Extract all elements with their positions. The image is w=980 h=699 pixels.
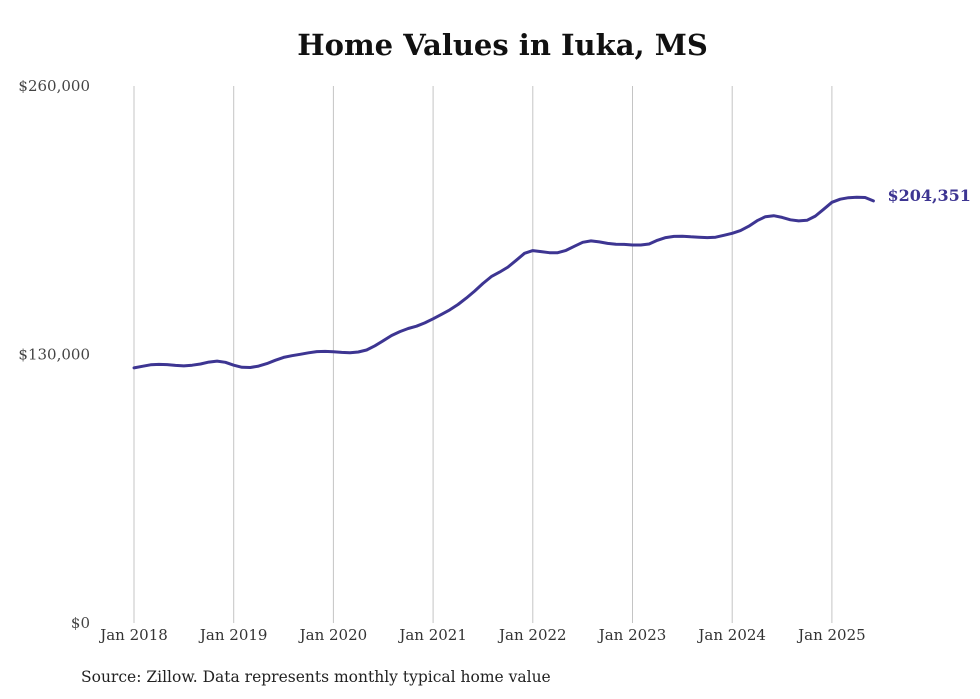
source-note: Source: Zillow. Data represents monthly … <box>81 668 551 686</box>
y-tick-label: $130,000 <box>18 346 90 364</box>
line-chart: $260,000$130,000$0 Jan 2018 Jan 2019 Jan 2… <box>18 77 971 644</box>
x-tick-label: Jan 2021 <box>397 626 467 644</box>
x-tick-label: Jan 2020 <box>298 626 368 644</box>
x-axis-ticks: Jan 2018 Jan 2019 Jan 2020 Jan 2021 Jan 2022… <box>98 626 865 644</box>
x-tick-label: Jan 2022 <box>497 626 567 644</box>
series-group <box>132 195 875 370</box>
x-tick-label: Jan 2023 <box>597 626 667 644</box>
y-tick-label: $260,000 <box>18 77 90 95</box>
y-axis-ticks: $260,000 $130,000 $0 <box>18 77 90 632</box>
end-value-label: $204,351 <box>887 186 971 205</box>
series-line <box>132 195 875 370</box>
end-label-group: $204,351 <box>887 186 971 205</box>
chart-title: Home Values in Iuka, MS <box>297 28 708 62</box>
y-tick-label: $0 <box>71 614 90 632</box>
x-tick-label: Jan 2019 <box>198 626 268 644</box>
x-tick-label: Jan 2018 <box>98 626 168 644</box>
gridlines <box>133 86 833 623</box>
x-tick-label: Jan 2024 <box>696 626 766 644</box>
x-tick-label: Jan 2025 <box>796 626 866 644</box>
